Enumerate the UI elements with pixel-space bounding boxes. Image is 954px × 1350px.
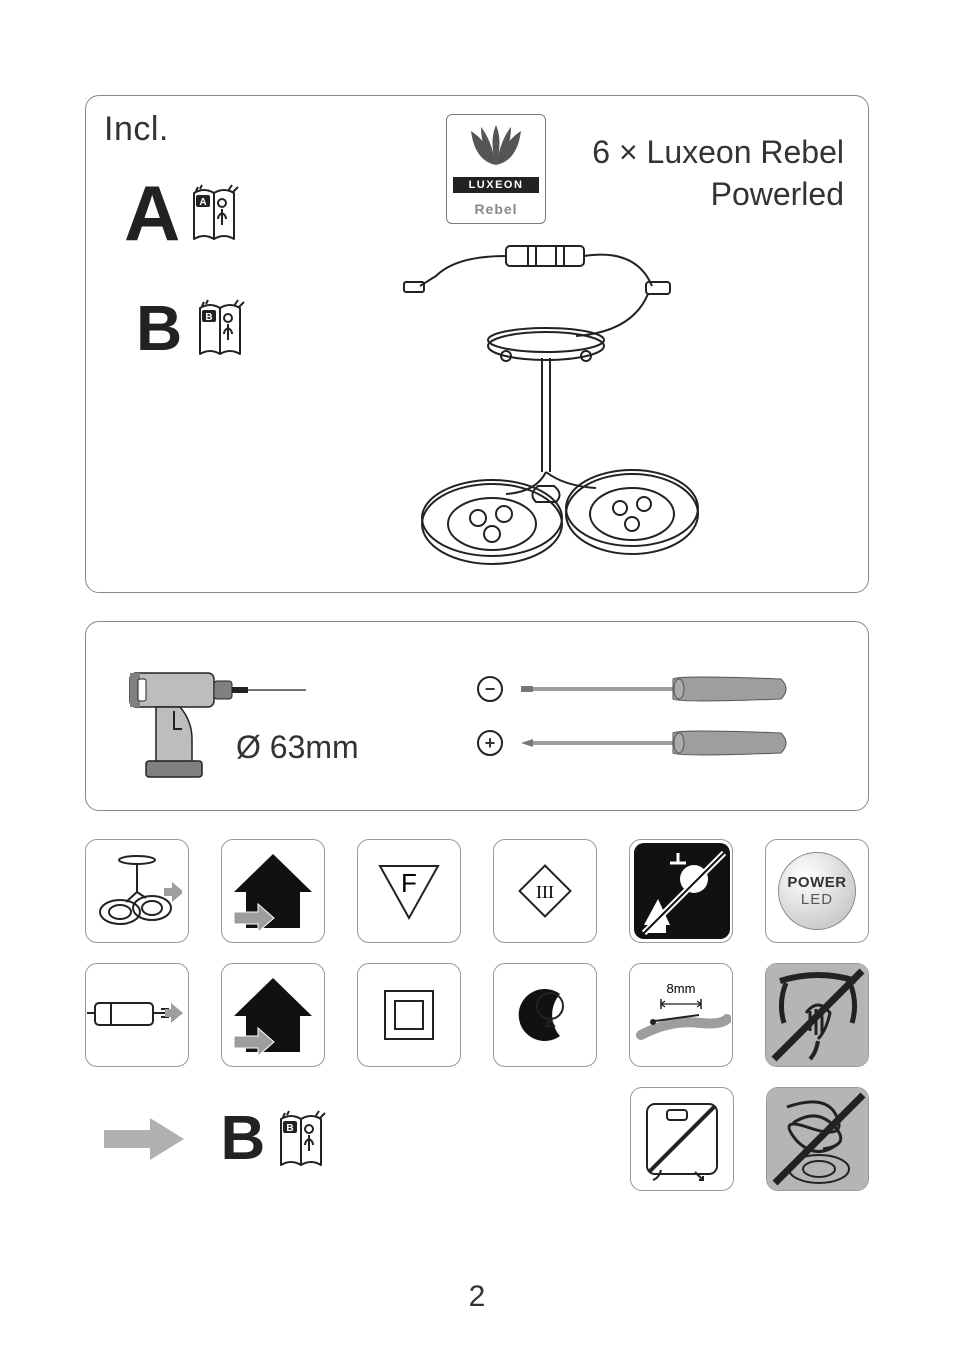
goto-manual-b: B B [220,1107,327,1171]
class3-diamond-icon: III [510,856,580,926]
label-incl: Incl. [104,110,169,149]
strip-wire-icon: 8mm [631,975,731,1055]
icon-indoor-use-2 [221,963,325,1067]
house-arrow-icon-2 [228,972,318,1058]
icon-strip-8mm: 8mm [629,963,733,1067]
bottom-b-letter: B [220,1108,265,1170]
svg-text:III: III [536,882,554,902]
flat-screwdriver-icon [521,675,791,703]
icon-indoor-use-1 [221,839,325,943]
luxeon-logo-badge: LUXEON Rebel [446,114,546,224]
svg-text:A: A [200,197,207,208]
luxeon-sub-label: Rebel [474,201,517,217]
icon-no-tangle [766,1087,869,1191]
icon-power-led: POWER LED [765,839,869,943]
goto-arrow [85,1114,188,1164]
icon-class2 [357,963,461,1067]
phillips-screwdriver-row: + [477,729,791,757]
icon-f-mark: F [357,839,461,943]
driver-mini-icon [87,985,187,1045]
icon-night-compat [493,963,597,1067]
panel-included: Incl. A A B B [85,95,869,593]
phillips-symbol-icon: + [477,730,503,756]
drill-block: Ø 63mm [116,651,477,781]
manual-b-letter: B [136,296,182,360]
manual-b-block: B B [136,296,246,360]
no-pull-icon [766,963,868,1067]
svg-text:B: B [287,1123,294,1134]
f-triangle-icon: F [374,856,444,926]
booklet-a-icon: A [188,181,240,245]
flat-symbol-icon: − [477,676,503,702]
flat-screwdriver-row: − [477,675,791,703]
luxeon-description: 6 × Luxeon Rebel Powerled [564,132,844,215]
manual-a-block: A A [124,174,240,252]
phillips-screwdriver-icon [521,729,791,757]
product-fixture-icon [396,236,796,596]
page-number: 2 [469,1280,486,1314]
manual-a-letter: A [124,174,180,252]
moon-circle-icon [510,980,580,1050]
luxeon-rays-icon [467,121,525,169]
house-arrow-icon [228,848,318,934]
screwdrivers-block: − + [477,675,838,757]
drill-diameter-label: Ø 63mm [236,729,359,766]
booklet-b-icon: B [194,296,246,360]
booklet-b-icon-2: B [275,1107,327,1171]
no-enclose-icon [637,1094,727,1184]
svg-text:B: B [206,312,213,323]
icon-fixture-small [85,839,189,943]
icon-no-pull-wire [765,963,869,1067]
icon-class3: III [493,839,597,943]
icon-driver-small [85,963,189,1067]
luxeon-brand-label: LUXEON [453,177,539,193]
svg-text:F: F [401,868,417,898]
no-tangle-icon [767,1087,868,1191]
safety-icons-row1: F III POWER LED [85,839,869,943]
no-dimmer-icon [630,839,732,943]
luxeon-line2: Powerled [564,174,844,216]
bottom-row: B B [85,1087,869,1191]
icon-no-enclose [630,1087,733,1191]
fixture-mini-icon [92,848,182,934]
luxeon-line1: 6 × Luxeon Rebel [564,132,844,174]
double-square-icon [377,983,441,1047]
icon-no-dimmer [629,839,733,943]
power-led-badge-icon: POWER LED [778,852,856,930]
svg-text:8mm: 8mm [667,981,696,996]
arrow-right-icon [98,1114,188,1164]
safety-icons-row2: 8mm [85,963,869,1067]
panel-tools: Ø 63mm − + [85,621,869,811]
